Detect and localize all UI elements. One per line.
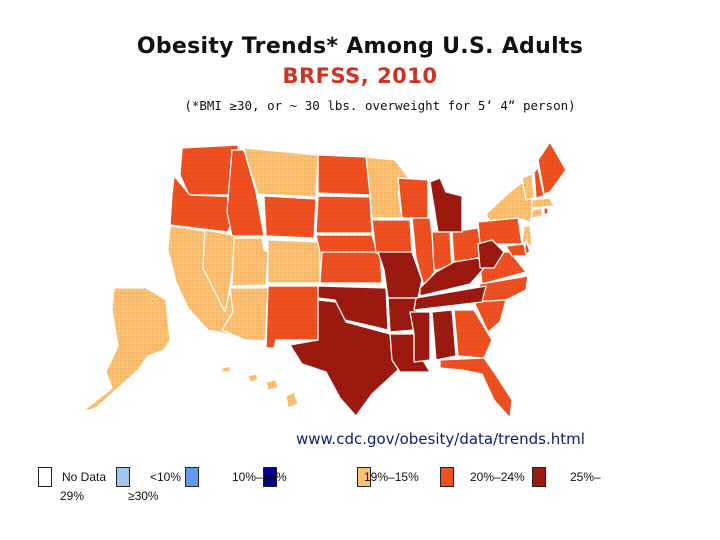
state-texture-nc: [474, 276, 528, 302]
source-url[interactable]: www.cdc.gov/obesity/data/trends.html: [296, 430, 585, 448]
state-texture-ar: [388, 298, 418, 332]
state-texture-or: [170, 176, 240, 232]
bmi-footnote: (*BMI ≥30, or ~ 30 lbs. overweight for 5…: [184, 98, 576, 113]
legend-label-no-data: No Data: [62, 470, 107, 484]
state-texture-mt: [244, 148, 318, 197]
legend-swatch-10-14: [185, 467, 199, 487]
state-texture-me: [538, 142, 566, 194]
state-texture-wv: [478, 240, 504, 268]
state-texture-sd: [316, 196, 372, 233]
state-texture-oh: [452, 228, 482, 262]
state-texture-ma: [532, 198, 554, 208]
map-title: Obesity Trends* Among U.S. Adults: [136, 34, 584, 59]
state-texture-ok: [318, 286, 388, 330]
legend-label-25-29-part2: 29%: [60, 489, 85, 503]
state-texture-nh: [534, 168, 544, 198]
map-subtitle: BRFSS, 2010: [282, 64, 438, 88]
legend-swatch-15-19: [263, 467, 277, 487]
state-texture-wy: [264, 196, 316, 238]
state-texture-nv: [203, 230, 238, 312]
state-texture-wi: [398, 178, 428, 218]
state-texture-id: [227, 150, 264, 236]
state-texture-ga: [454, 310, 492, 358]
state-texture-mi: [430, 178, 462, 232]
state-texture-tx: [290, 300, 398, 416]
legend-swatch-30-plus: [532, 467, 546, 487]
state-texture-mn: [366, 157, 410, 218]
legend-label-30-plus: ≥30%: [128, 489, 159, 503]
state-texture-la: [390, 334, 430, 372]
legend-label-10-14: 10%–14%: [232, 470, 287, 484]
legend-label-under-10: <10%: [150, 470, 182, 484]
state-texture-al: [432, 310, 456, 360]
legend-label-20-24: 20%–24%: [470, 470, 525, 484]
legend-swatch-25-29: [440, 467, 454, 487]
state-texture-ks: [320, 252, 382, 283]
state-texture-az: [222, 288, 268, 341]
state-texture-in: [432, 232, 452, 270]
legend-label-25-29-part1: 25%–: [570, 470, 601, 484]
legend-swatch-20-24: [357, 467, 371, 487]
state-texture-ms: [410, 312, 430, 362]
state-texture-md: [506, 244, 526, 256]
legend-label-15-19: 15%–19%: [364, 470, 419, 484]
state-texture-nj: [522, 226, 532, 246]
state-texture-wa: [180, 145, 240, 195]
us-obesity-map: [81, 141, 567, 419]
state-texture-nd: [318, 155, 370, 195]
state-texture-ct: [532, 208, 542, 218]
state-texture-tn: [414, 286, 486, 310]
state-texture-il: [412, 218, 436, 286]
state-texture-ri: [544, 208, 548, 214]
state-texture-sc: [474, 300, 506, 332]
state-texture-vt: [522, 174, 534, 200]
state-texture-co: [268, 240, 320, 283]
state-texture-mo: [378, 252, 422, 298]
state-texture-ak: [82, 288, 170, 412]
state-texture-nm: [266, 286, 318, 348]
state-hi: [221, 365, 299, 409]
state-texture-ky: [420, 258, 486, 296]
state-texture-ny: [486, 180, 534, 222]
state-texture-pa: [478, 218, 522, 244]
legend-swatch-under-10: [116, 467, 130, 487]
state-texture-fl: [440, 358, 512, 418]
state-texture-hi: [222, 366, 298, 408]
state-texture-ut: [232, 238, 268, 286]
legend-swatch-no-data: [38, 467, 52, 487]
state-texture-ia: [372, 220, 412, 253]
